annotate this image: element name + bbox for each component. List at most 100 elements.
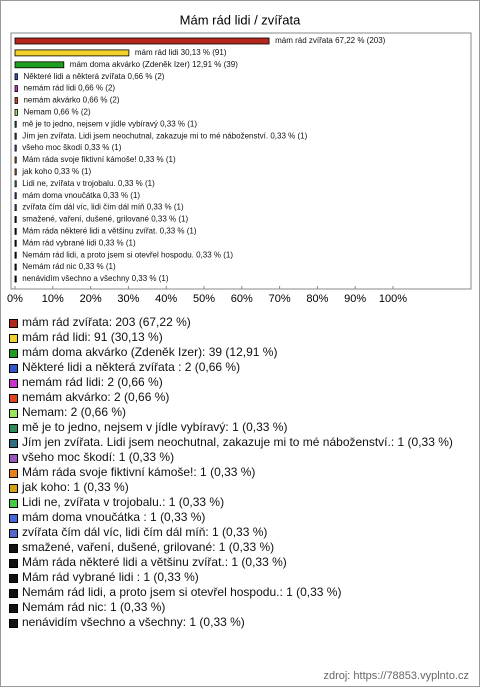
value-label: nemám akvárko 0,66 % (2) xyxy=(23,96,119,105)
value-label: Nemam 0,66 % (2) xyxy=(23,108,90,117)
legend-item: Nemám rád lidi, a proto jsem si otevřel … xyxy=(9,585,464,600)
legend-label: všeho moc škodí: 1 (0,33 %) xyxy=(22,450,175,464)
legend-item: smažené, vaření, dušené, grilované: 1 (0… xyxy=(9,540,464,555)
value-label: mám rád lidi 30,13 % (91) xyxy=(135,48,227,57)
legend-label: Lidi ne, zvířata v trojobalu.: 1 (0,33 %… xyxy=(22,495,225,509)
value-label: Mám rád vybrané lidi 0,33 % (1) xyxy=(22,238,136,247)
x-tick-label: 20% xyxy=(80,293,102,305)
bar xyxy=(14,192,17,200)
legend-swatch xyxy=(9,589,18,598)
legend-swatch xyxy=(9,454,18,463)
legend-item: mám rád zvířata: 203 (67,22 %) xyxy=(9,315,464,330)
bar xyxy=(14,204,17,212)
legend-label: Nemam: 2 (0,66 %) xyxy=(22,405,127,419)
bar xyxy=(14,263,17,271)
x-tick-label: 10% xyxy=(42,293,64,305)
bar xyxy=(14,61,65,69)
x-tick-label: 60% xyxy=(231,293,253,305)
legend-swatch xyxy=(9,349,18,358)
value-label: Některé lidi a některá zvířata 0,66 % (2… xyxy=(23,72,164,81)
legend-label: Mám ráda svoje fiktivní kámoše!: 1 (0,33… xyxy=(22,465,256,479)
legend-item: Mám ráda některé lidi a většinu zvířat.:… xyxy=(9,555,464,570)
legend-item: nemám rád lidi: 2 (0,66 %) xyxy=(9,375,464,390)
legend-label: jak koho: 1 (0,33 %) xyxy=(22,480,129,494)
bar-chart: Mám rád lidi / zvířata 0% 10% 20% 30% 40% 50%… xyxy=(7,12,472,305)
x-tick-label: 100% xyxy=(379,293,407,305)
source: zdroj: https://78853.vyplnto.cz xyxy=(323,670,469,682)
legend-swatch xyxy=(9,499,18,508)
legend-item: mě je to jedno, nejsem v jídle vybíravý:… xyxy=(9,420,464,435)
legend-label: mám rád lidi: 91 (30,13 %) xyxy=(22,330,163,344)
legend-swatch xyxy=(9,619,18,628)
bar xyxy=(14,73,18,81)
legend-swatch xyxy=(9,469,18,478)
value-label: mám doma akvárko (Zdeněk Izer) 12,91 % (… xyxy=(70,60,238,69)
x-tick-label: 90% xyxy=(344,293,366,305)
legend-swatch xyxy=(9,514,18,523)
value-label: všeho moc škodí 0,33 % (1) xyxy=(22,143,121,152)
legend-item: Nemám rád nic: 1 (0,33 %) xyxy=(9,600,464,615)
legend-label: smažené, vaření, dušené, grilované: 1 (0… xyxy=(22,540,275,554)
bar xyxy=(14,227,17,235)
legend-item: mám doma akvárko (Zdeněk Izer): 39 (12,9… xyxy=(9,345,464,360)
chart-title: Mám rád lidi / zvířata xyxy=(180,12,301,27)
legend-item: zvířata čím dál víc, lidi čím dál míň: 1… xyxy=(9,525,464,540)
legend-item: Nemam: 2 (0,66 %) xyxy=(9,405,464,420)
x-tick-label: 50% xyxy=(193,293,215,305)
bar xyxy=(14,216,17,223)
bar xyxy=(14,97,18,104)
value-label: Mám ráda svoje fiktivní kámoše! 0,33 % (… xyxy=(22,155,176,164)
legend-label: Nemám rád lidi, a proto jsem si otevřel … xyxy=(22,585,342,599)
legend-swatch xyxy=(9,484,18,493)
legend-label: nemám rád lidi: 2 (0,66 %) xyxy=(22,375,163,389)
x-tick-label: 30% xyxy=(117,293,139,305)
value-label: zvířata čím dál víc, lidi čím dál míň 0,… xyxy=(22,203,184,212)
value-label: jak koho 0,33 % (1) xyxy=(21,167,91,176)
x-tick-label: 80% xyxy=(306,293,328,305)
legend-label: zvířata čím dál víc, lidi čím dál míň: 1… xyxy=(22,525,268,539)
value-label: Nemám rád nic 0,33 % (1) xyxy=(22,262,116,271)
value-label: mám doma vnoučátka 0,33 % (1) xyxy=(22,191,140,200)
value-label: Jím jen zvířata. Lidi jsem neochutnal, z… xyxy=(22,131,307,140)
bar xyxy=(14,156,17,164)
plot-frame xyxy=(10,32,472,290)
legend-label: Jím jen zvířata. Lidi jsem neochutnal, z… xyxy=(22,435,453,449)
value-label: mě je to jedno, nejsem v jídle vybíravý … xyxy=(22,119,197,128)
value-label: smažené, vaření, dušené, grilované 0,33 … xyxy=(22,215,188,224)
legend-item: Lidi ne, zvířata v trojobalu.: 1 (0,33 %… xyxy=(9,495,464,510)
bar xyxy=(14,85,18,92)
legend-label: Mám rád vybrané lidi : 1 (0,33 %) xyxy=(22,570,199,584)
value-label: nenávidím všechno a všechny 0,33 % (1) xyxy=(22,274,169,283)
legend-item: Mám ráda svoje fiktivní kámoše!: 1 (0,33… xyxy=(9,465,464,480)
legend-swatch xyxy=(9,559,18,568)
legend-swatch xyxy=(9,424,18,433)
legend-item: nenávidím všechno a všechny: 1 (0,33 %) xyxy=(9,615,464,630)
legend-item: všeho moc škodí: 1 (0,33 %) xyxy=(9,450,464,465)
value-label: Lidi ne, zvířata v trojobalu. 0,33 % (1) xyxy=(22,179,155,188)
legend-label: nemám akvárko: 2 (0,66 %) xyxy=(22,390,170,404)
bar xyxy=(14,180,17,188)
legend-swatch xyxy=(9,604,18,613)
legend-swatch xyxy=(9,439,18,448)
legend-label: nenávidím všechno a všechny: 1 (0,33 %) xyxy=(22,615,245,629)
legend-item: mám doma vnoučátka : 1 (0,33 %) xyxy=(9,510,464,525)
value-label: nemám rád lidi 0,66 % (2) xyxy=(23,84,115,93)
legend-label: mám rád zvířata: 203 (67,22 %) xyxy=(22,315,191,329)
legend-label: Nemám rád nic: 1 (0,33 %) xyxy=(22,600,166,614)
legend-swatch xyxy=(9,529,18,538)
legend-item: mám rád lidi: 91 (30,13 %) xyxy=(9,330,464,345)
legend-label: mě je to jedno, nejsem v jídle vybíravý:… xyxy=(22,420,288,434)
legend: mám rád zvířata: 203 (67,22 %) mám rád li… xyxy=(9,315,464,630)
x-tick-label: 0% xyxy=(7,293,23,305)
legend-label: Mám ráda některé lidi a většinu zvířat.:… xyxy=(22,555,287,569)
bar xyxy=(14,109,18,116)
bar xyxy=(14,251,17,259)
value-label: Nemám rád lidi, a proto jsem si otevřel … xyxy=(22,250,233,259)
legend-item: Mám rád vybrané lidi : 1 (0,33 %) xyxy=(9,570,464,585)
value-label: mám rád zvířata 67,22 % (203) xyxy=(275,36,386,45)
bar xyxy=(14,37,270,45)
legend-item: Některé lidi a některá zvířata : 2 (0,66… xyxy=(9,360,464,375)
x-tick-label: 70% xyxy=(269,293,291,305)
x-tick-label: 40% xyxy=(155,293,177,305)
